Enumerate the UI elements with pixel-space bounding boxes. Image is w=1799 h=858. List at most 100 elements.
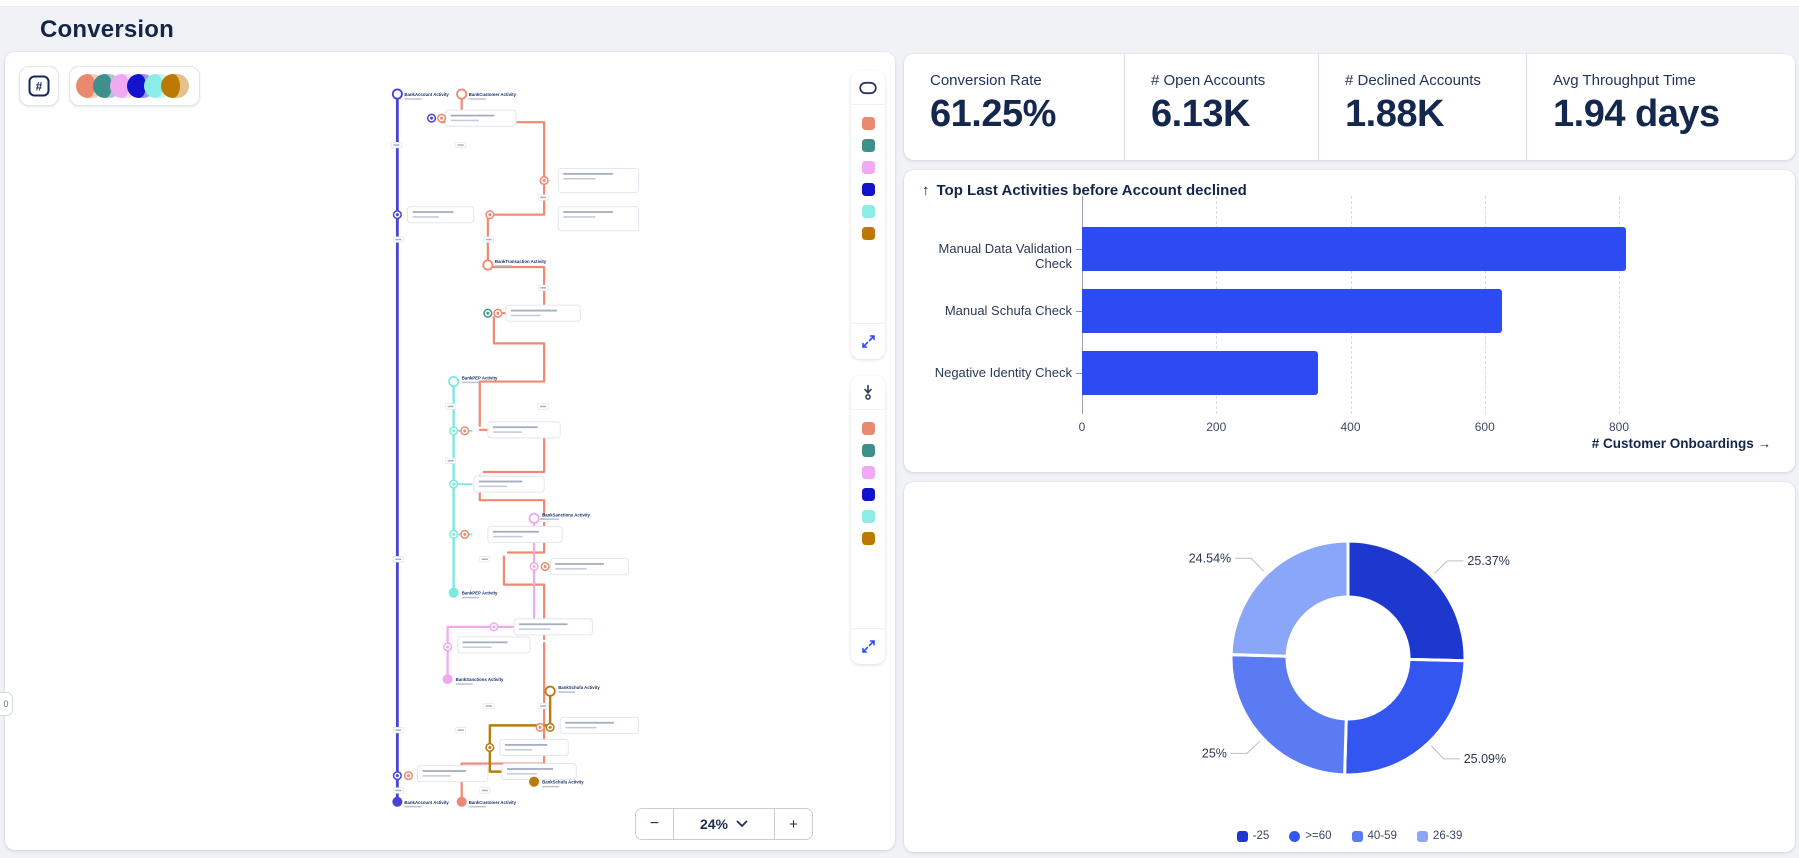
zoom-control: − 24% + bbox=[635, 808, 813, 840]
diagram-node[interactable] bbox=[528, 512, 540, 524]
zoom-out-button[interactable]: − bbox=[636, 809, 674, 839]
diagram-node[interactable] bbox=[392, 796, 403, 807]
diagram-node[interactable] bbox=[392, 210, 402, 220]
diagram-node[interactable] bbox=[391, 88, 403, 100]
diagram-node-box bbox=[505, 304, 581, 322]
diagram-node-sublabel bbox=[461, 381, 479, 384]
diagram-node[interactable] bbox=[443, 642, 453, 652]
diagram-edge bbox=[502, 555, 546, 641]
kpi-value: 1.88K bbox=[1345, 93, 1444, 135]
diagram-node[interactable] bbox=[482, 259, 494, 271]
color-swatch[interactable] bbox=[861, 161, 875, 174]
color-swatch[interactable] bbox=[861, 510, 875, 523]
diagram-node-label: BankAccount Activity bbox=[404, 800, 449, 805]
diagram-node[interactable] bbox=[539, 175, 549, 186]
diagram-node[interactable] bbox=[448, 587, 459, 598]
diagram-node[interactable] bbox=[493, 308, 503, 318]
color-swatch[interactable] bbox=[861, 466, 875, 479]
bar-x-axis-label[interactable]: # Customer Onboardings → bbox=[1591, 436, 1771, 451]
diagram-node-box bbox=[487, 421, 561, 439]
diagram-node-label: BankSchufa Activity bbox=[542, 780, 584, 785]
diagram-node[interactable] bbox=[540, 561, 550, 572]
bar[interactable] bbox=[1082, 351, 1319, 395]
kpi-label: Avg Throughput Time bbox=[1553, 72, 1696, 89]
diagram-node[interactable] bbox=[437, 113, 447, 123]
kpi-display-toggle-button[interactable]: # bbox=[19, 66, 59, 106]
object-type-palette-button[interactable] bbox=[69, 66, 200, 106]
diagram-node-sublabel bbox=[558, 691, 576, 693]
zoom-level-value: 24% bbox=[699, 816, 729, 832]
diagram-edge-chip bbox=[537, 284, 549, 291]
diagram-node[interactable] bbox=[460, 426, 470, 436]
process-diagram[interactable]: BankAccount Activity BankCustomer Activit… bbox=[383, 84, 655, 844]
bar[interactable] bbox=[1082, 227, 1626, 271]
diagram-node[interactable] bbox=[529, 561, 539, 572]
legend-item[interactable]: -25 bbox=[1236, 830, 1269, 842]
legend-swatch bbox=[1416, 830, 1428, 842]
legend-item[interactable]: 26-39 bbox=[1416, 830, 1463, 842]
color-swatch[interactable] bbox=[861, 444, 875, 457]
download-marker-icon[interactable] bbox=[851, 376, 885, 410]
expand-icon[interactable] bbox=[851, 628, 885, 664]
color-swatch[interactable] bbox=[861, 488, 875, 501]
diagram-node[interactable] bbox=[449, 479, 459, 489]
x-tick-label: 600 bbox=[1474, 420, 1495, 434]
diagram-node-label: BankAccount Activity bbox=[404, 92, 449, 97]
zoom-in-button[interactable]: + bbox=[774, 809, 812, 839]
diagram-node[interactable] bbox=[456, 88, 468, 100]
diagram-node[interactable] bbox=[489, 622, 499, 632]
legend-label: 26-39 bbox=[1432, 830, 1463, 842]
diagram-edge-chip bbox=[455, 141, 467, 149]
zoom-level-dropdown[interactable]: 24% bbox=[674, 809, 774, 839]
color-swatch[interactable] bbox=[861, 183, 875, 196]
diagram-node[interactable] bbox=[545, 722, 555, 732]
edge-badge[interactable]: 0 bbox=[0, 692, 13, 716]
y-tick bbox=[1076, 373, 1082, 374]
diagram-edge-chip bbox=[392, 787, 404, 794]
diagram-node[interactable] bbox=[483, 308, 493, 318]
diagram-node[interactable] bbox=[403, 771, 413, 781]
diagram-node[interactable] bbox=[442, 674, 453, 685]
diagram-node[interactable] bbox=[460, 529, 470, 539]
slice-label: 25.37% bbox=[1467, 554, 1509, 568]
kpi-summary-card: Conversion Rate 61.25% # Open Accounts 6.13… bbox=[904, 54, 1795, 160]
bar[interactable] bbox=[1082, 289, 1502, 333]
diagram-node[interactable] bbox=[529, 776, 540, 787]
diagram-node[interactable] bbox=[544, 685, 556, 697]
diagram-node[interactable] bbox=[449, 426, 459, 436]
sort-ascending-icon[interactable]: ↑ bbox=[922, 182, 930, 199]
legend-item[interactable]: >=60 bbox=[1289, 830, 1332, 842]
slice-label: 24.54% bbox=[1189, 551, 1231, 565]
diagram-node[interactable] bbox=[535, 722, 545, 732]
diagram-edge-chip bbox=[445, 457, 457, 464]
diagram-node[interactable] bbox=[449, 529, 459, 539]
gridline bbox=[1619, 196, 1620, 414]
diagram-edge-chip bbox=[483, 236, 495, 243]
color-swatch[interactable] bbox=[861, 117, 875, 130]
expand-icon[interactable] bbox=[851, 323, 885, 359]
color-swatch[interactable] bbox=[861, 532, 875, 545]
diagram-edge-chip bbox=[479, 556, 491, 563]
diagram-node[interactable] bbox=[485, 210, 495, 220]
hash-icon: # bbox=[28, 75, 50, 97]
color-swatch[interactable] bbox=[861, 422, 875, 435]
diagram-node-box bbox=[513, 618, 593, 636]
diagram-node-box bbox=[487, 525, 563, 543]
diagram-node[interactable] bbox=[448, 376, 460, 388]
donut-slice[interactable] bbox=[1346, 539, 1467, 663]
color-swatch[interactable] bbox=[861, 227, 875, 240]
diagram-node[interactable] bbox=[456, 796, 467, 807]
kpi-value: 61.25% bbox=[930, 93, 1056, 135]
diagram-node[interactable] bbox=[392, 771, 402, 781]
node-shape-icon[interactable] bbox=[851, 71, 885, 105]
donut-slice[interactable] bbox=[1229, 653, 1348, 777]
category-label: Negative Identity Check bbox=[934, 365, 1072, 380]
donut-slice[interactable] bbox=[1343, 657, 1467, 777]
process-explorer-panel: # BankAccount Activity BankCustomer Activ… bbox=[5, 52, 895, 850]
diagram-node[interactable] bbox=[485, 742, 495, 753]
color-swatch[interactable] bbox=[861, 205, 875, 218]
donut-slice[interactable] bbox=[1229, 539, 1350, 658]
diagram-node[interactable] bbox=[426, 113, 437, 123]
legend-item[interactable]: 40-59 bbox=[1351, 830, 1397, 842]
color-swatch[interactable] bbox=[861, 139, 875, 152]
